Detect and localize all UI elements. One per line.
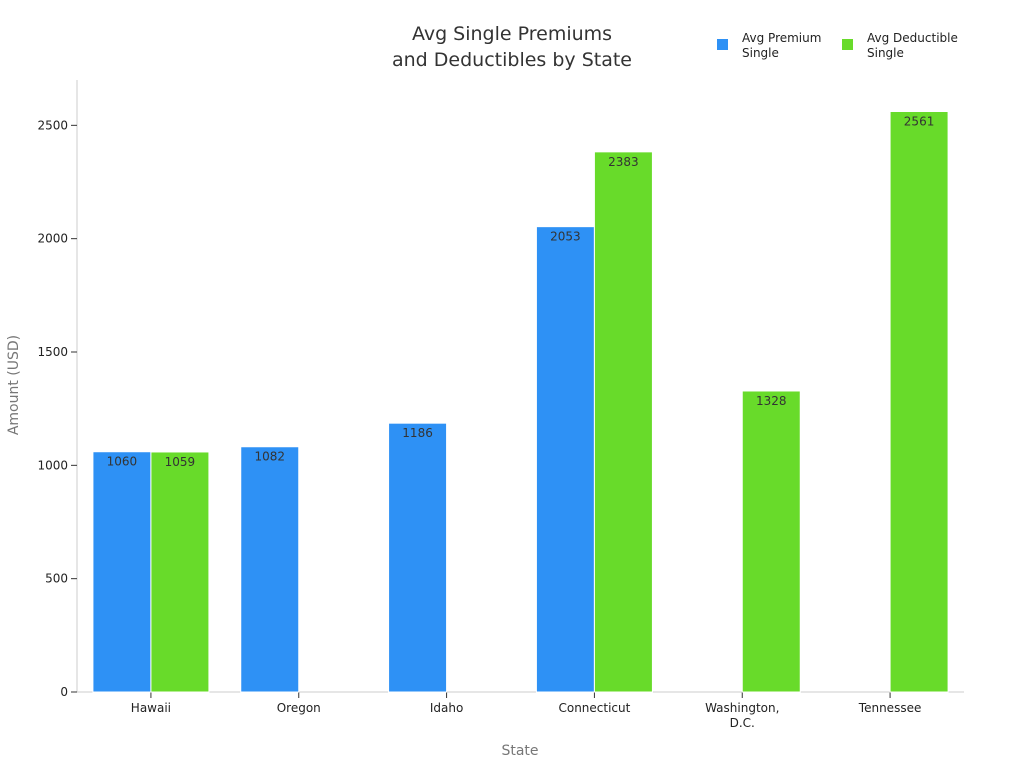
- bar-value-label: 1060: [107, 455, 138, 469]
- x-tick-label: Hawaii: [131, 701, 171, 715]
- x-axis-title: State: [501, 743, 538, 759]
- bar: [889, 111, 949, 693]
- x-tick-label: D.C.: [730, 716, 755, 730]
- legend-swatch: [842, 39, 853, 50]
- x-tick-label: Tennessee: [858, 701, 922, 715]
- bar-value-label: 1186: [402, 426, 433, 440]
- bar: [593, 151, 653, 693]
- legend-label: Avg Deductible: [867, 31, 958, 45]
- y-tick-label: 0: [60, 685, 68, 699]
- y-tick-label: 500: [45, 572, 68, 586]
- bar-value-label: 1082: [254, 450, 285, 464]
- legend-swatch: [717, 39, 728, 50]
- bar: [240, 446, 300, 693]
- y-tick-label: 1000: [37, 458, 68, 472]
- legend-label: Avg Premium: [742, 31, 821, 45]
- bar-value-label: 1328: [756, 394, 787, 408]
- x-tick-label: Idaho: [430, 701, 463, 715]
- x-tick-label: Connecticut: [558, 701, 630, 715]
- chart-title-line: and Deductibles by State: [392, 49, 632, 71]
- bar-value-label: 1059: [165, 455, 196, 469]
- bar: [741, 390, 801, 693]
- bar-value-label: 2383: [608, 155, 639, 169]
- y-tick-label: 1500: [37, 345, 68, 359]
- bar: [92, 451, 152, 693]
- y-tick-label: 2500: [37, 118, 68, 132]
- bar-value-label: 2053: [550, 230, 581, 244]
- legend-label: Single: [867, 46, 904, 60]
- y-tick-label: 2000: [37, 232, 68, 246]
- x-tick-label: Washington,: [705, 701, 779, 715]
- chart-title-line: Avg Single Premiums: [412, 23, 612, 45]
- y-axis-title: Amount (USD): [6, 335, 22, 435]
- bar: [388, 422, 448, 693]
- bar: [150, 451, 210, 693]
- bar: [535, 226, 595, 693]
- x-tick-label: Oregon: [277, 701, 321, 715]
- legend-label: Single: [742, 46, 779, 60]
- bar-value-label: 2561: [904, 115, 935, 129]
